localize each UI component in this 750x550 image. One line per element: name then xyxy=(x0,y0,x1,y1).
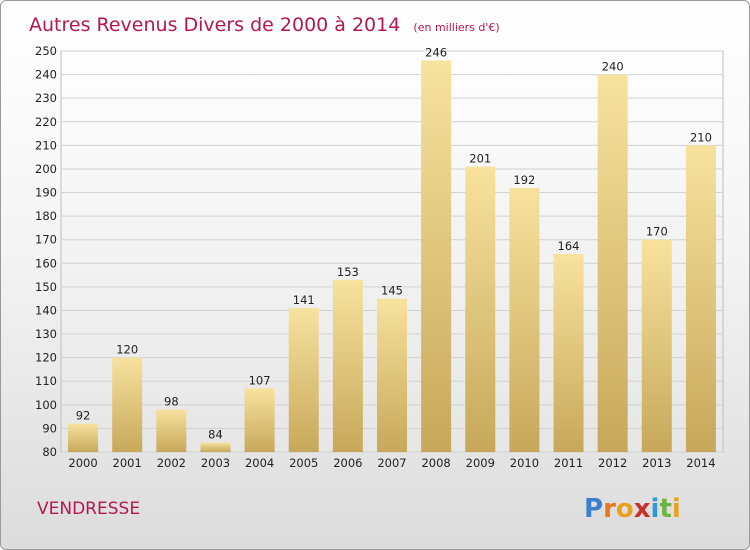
x-tick-label: 2000 xyxy=(68,456,97,470)
x-tick-label: 2005 xyxy=(289,456,318,470)
y-tick-label: 180 xyxy=(35,209,57,223)
bar-2005 xyxy=(288,308,319,452)
x-tick-label: 2006 xyxy=(333,456,362,470)
bar-value-label: 141 xyxy=(293,293,315,307)
x-tick-label: 2008 xyxy=(421,456,450,470)
y-tick-label: 90 xyxy=(42,421,57,435)
bar-2011 xyxy=(553,253,584,452)
y-tick-label: 120 xyxy=(35,351,57,365)
bar-value-label: 107 xyxy=(249,373,271,387)
y-tick-label: 220 xyxy=(35,115,57,129)
chart-unit-note: (en milliers d'€) xyxy=(413,21,499,34)
bar-value-label: 84 xyxy=(208,428,223,442)
bar-2007 xyxy=(376,298,408,452)
y-tick-label: 230 xyxy=(35,91,57,105)
x-tick-label: 2007 xyxy=(377,456,406,470)
bar-2006 xyxy=(332,279,363,452)
commune-name: VENDRESSE xyxy=(37,499,140,519)
bar-2013 xyxy=(641,239,672,452)
bars xyxy=(68,60,716,453)
logo-letter: t xyxy=(659,494,671,524)
x-tick-label: 2001 xyxy=(113,456,142,470)
bar-2004 xyxy=(244,388,275,452)
logo-letter: i xyxy=(651,494,660,524)
bar-2009 xyxy=(465,166,496,453)
logo-letter: P xyxy=(584,494,603,524)
bar-2008 xyxy=(421,60,452,452)
bar-2014 xyxy=(685,145,716,452)
y-tick-label: 130 xyxy=(35,327,57,341)
x-tick-label: 2012 xyxy=(598,456,627,470)
y-tick-label: 110 xyxy=(35,374,57,388)
bar-2001 xyxy=(112,357,143,452)
bar-2000 xyxy=(68,423,99,452)
bar-2010 xyxy=(509,187,540,452)
x-tick-label: 2010 xyxy=(510,456,539,470)
y-tick-label: 100 xyxy=(35,398,57,412)
bar-value-labels: 92 120 98 84 107 141 153 145 246 201 192 164 240 170 2… xyxy=(76,45,712,441)
y-tick-label: 190 xyxy=(35,186,57,200)
proxiti-logo: Proxiti xyxy=(584,494,681,524)
y-tick-label: 140 xyxy=(35,303,57,317)
bar-2002 xyxy=(156,409,187,452)
y-tick-label: 210 xyxy=(35,138,57,152)
x-axis-ticks: 2000 2001 2002 2003 2004 2005 2006 2007 2008 2009… xyxy=(68,456,715,470)
x-tick-label: 2014 xyxy=(686,456,715,470)
y-tick-label: 250 xyxy=(35,44,57,58)
bar-value-label: 98 xyxy=(164,395,179,409)
bar-value-label: 145 xyxy=(381,284,403,298)
y-axis-ticks: 80 90 100 110 120 130 140 150 160 170 180 190 200 210… xyxy=(35,44,57,459)
bar-value-label: 192 xyxy=(513,173,535,187)
x-tick-label: 2003 xyxy=(201,456,230,470)
x-tick-label: 2009 xyxy=(466,456,495,470)
bar-value-label: 153 xyxy=(337,265,359,279)
bar-value-label: 170 xyxy=(646,225,668,239)
bar-value-label: 120 xyxy=(116,343,138,357)
bar-2003 xyxy=(200,442,231,452)
bar-value-label: 201 xyxy=(469,152,491,166)
x-tick-label: 2013 xyxy=(642,456,671,470)
bar-value-label: 92 xyxy=(76,409,91,423)
chart-title-main: Autres Revenus Divers de 2000 à 2014 xyxy=(29,14,400,36)
bar-2012 xyxy=(597,74,628,453)
bar-value-label: 164 xyxy=(558,239,580,253)
bar-value-label: 210 xyxy=(690,130,712,144)
chart-title: Autres Revenus Divers de 2000 à 2014 (en… xyxy=(29,14,500,36)
logo-letter: i xyxy=(672,494,681,524)
y-tick-label: 80 xyxy=(42,445,57,459)
logo-letter: o xyxy=(616,494,634,524)
logo-letter: r xyxy=(603,494,616,524)
x-tick-label: 2002 xyxy=(157,456,186,470)
y-tick-label: 200 xyxy=(35,162,57,176)
x-tick-label: 2004 xyxy=(245,456,274,470)
bar-value-label: 246 xyxy=(425,45,447,59)
y-tick-label: 150 xyxy=(35,280,57,294)
x-tick-label: 2011 xyxy=(554,456,583,470)
y-tick-label: 160 xyxy=(35,256,57,270)
bar-value-label: 240 xyxy=(602,60,624,74)
y-tick-label: 240 xyxy=(35,68,57,82)
logo-letter: x xyxy=(634,494,651,524)
y-tick-label: 170 xyxy=(35,233,57,247)
